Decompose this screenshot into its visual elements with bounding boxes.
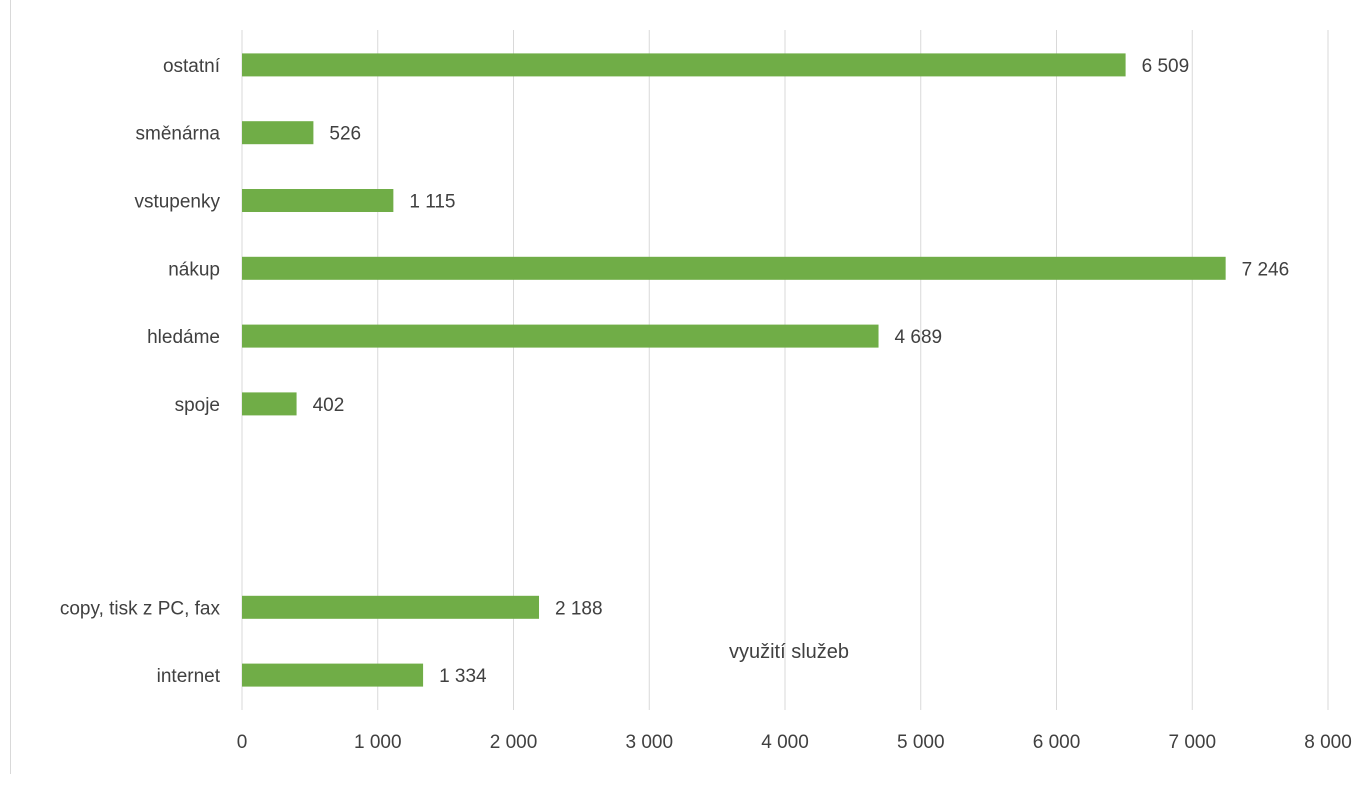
data-label: 4 689: [895, 327, 943, 348]
bar: [242, 595, 540, 619]
x-tick-label: 3 000: [625, 732, 673, 753]
data-label: 7 246: [1242, 259, 1290, 280]
category-label: hledáme: [147, 327, 220, 348]
data-labels: 6 509 526 1 115 7 246 4 689 402 2 188 1 334: [313, 56, 1290, 687]
bar: [242, 121, 314, 145]
x-tick-label: 2 000: [490, 732, 538, 753]
x-tick-label: 4 000: [761, 732, 809, 753]
category-label: vstupenky: [134, 192, 220, 213]
bars: [242, 53, 1226, 687]
category-labels: ostatní směnárna vstupenky nákup hledáme spoj…: [60, 56, 221, 687]
bar: [242, 53, 1126, 77]
x-tick-label: 8 000: [1304, 732, 1352, 753]
category-label: spoje: [175, 395, 220, 416]
x-tick-label: 0: [237, 732, 248, 753]
category-label: nákup: [168, 259, 220, 280]
bar: [242, 256, 1226, 280]
bar: [242, 189, 394, 212]
category-label: směnárna: [136, 124, 221, 145]
x-tick-label: 5 000: [897, 732, 945, 753]
data-label: 6 509: [1142, 56, 1190, 77]
category-label: internet: [157, 666, 221, 687]
chart-annotation: využití služeb: [729, 641, 849, 663]
category-label: copy, tisk z PC, fax: [60, 598, 221, 619]
grid-lines: [241, 30, 1329, 710]
x-tick-label: 1 000: [354, 732, 402, 753]
x-tick-label: 6 000: [1033, 732, 1081, 753]
data-label: 1 334: [439, 666, 487, 687]
data-label: 1 115: [409, 192, 455, 213]
data-label: 402: [313, 395, 345, 416]
data-label: 526: [329, 124, 361, 145]
bar: [242, 324, 879, 348]
data-label: 2 188: [555, 598, 603, 619]
category-label: ostatní: [163, 56, 221, 77]
chart-border: [10, 0, 11, 774]
x-tick-labels: 0 1 000 2 000 3 000 4 000 5 000 6 000 7 000 8 00…: [237, 732, 1352, 753]
bar: [242, 663, 424, 687]
x-tick-label: 7 000: [1168, 732, 1216, 753]
bar: [242, 392, 297, 416]
